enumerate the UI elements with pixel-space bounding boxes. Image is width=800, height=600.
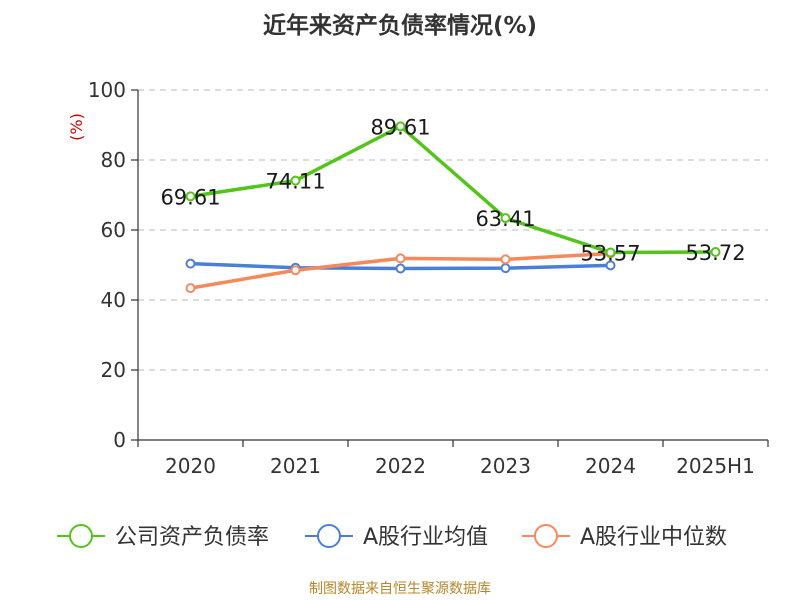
data-label: 63.41 (475, 207, 535, 231)
y-unit-label: (%) (67, 113, 86, 141)
legend-swatch-marker (317, 524, 341, 548)
y-tick-label: 0 (113, 428, 126, 452)
data-label: 69.61 (160, 185, 220, 209)
data-point (605, 260, 616, 271)
legend-label: A股行业均值 (363, 525, 488, 550)
data-point (395, 253, 406, 264)
x-tick-label: 2020 (165, 454, 216, 478)
data-point (710, 246, 721, 257)
series-line (190, 124, 716, 255)
source-note: 制图数据来自恒生聚源数据库 (309, 581, 491, 597)
data-label: 74.11 (265, 170, 325, 194)
axes (131, 89, 769, 447)
legend-swatch-marker (534, 524, 558, 548)
data-label: 89.61 (370, 115, 430, 139)
data-point (605, 247, 616, 258)
y-tick-label: 60 (101, 218, 126, 242)
grid-lines (138, 89, 768, 371)
series-points (185, 121, 721, 294)
data-point (290, 265, 301, 276)
x-tick-label: 2021 (270, 454, 321, 478)
x-tick-labels: 2020 2021 2022 2023 2024 2025H1 (165, 454, 755, 478)
data-point (500, 254, 511, 265)
y-tick-label: 40 (101, 288, 126, 312)
x-tick-label: 2022 (375, 454, 426, 478)
y-tick-label: 80 (101, 148, 126, 172)
data-label: 53.72 (685, 241, 745, 265)
data-label: 53.57 (580, 242, 640, 266)
y-tick-label: 20 (101, 358, 126, 382)
data-point (395, 121, 406, 132)
y-tick-labels: 0 20 40 60 80 100 (88, 78, 126, 452)
data-point (500, 213, 511, 224)
data-point (395, 263, 406, 274)
data-point (185, 283, 196, 294)
data-point (500, 263, 511, 274)
x-tick-label: 2023 (480, 454, 531, 478)
data-point (290, 175, 301, 186)
x-tick-label: 2024 (585, 454, 636, 478)
legend-label: A股行业中位数 (580, 525, 727, 550)
legend: 公司资产负债率 A股行业均值 A股行业中位数 (57, 524, 727, 550)
legend-swatch-marker (69, 524, 93, 548)
data-point (185, 258, 196, 269)
legend-label: 公司资产负债率 (115, 525, 269, 550)
data-labels: 69.61 74.11 89.61 63.41 53.57 53.72 (160, 115, 745, 265)
data-point (185, 191, 196, 202)
y-tick-label: 100 (88, 78, 126, 102)
chart-title: 近年来资产负债率情况(%) (262, 13, 538, 39)
x-tick-label: 2025H1 (676, 454, 755, 478)
